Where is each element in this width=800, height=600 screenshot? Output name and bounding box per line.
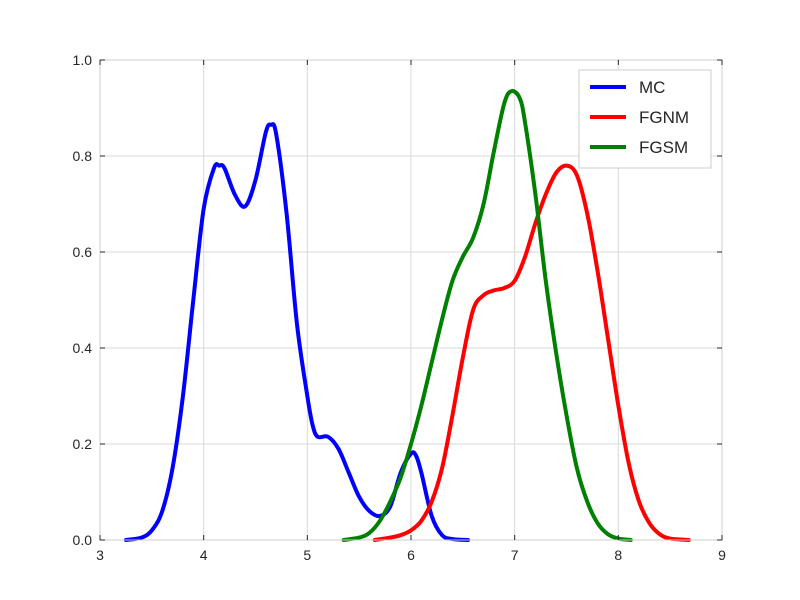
x-tick-label: 7 — [511, 547, 519, 563]
series-line-fgnm — [372, 163, 691, 542]
y-tick-label: 0.8 — [73, 148, 93, 164]
y-tick-label: 0.4 — [73, 340, 93, 356]
x-tick-label: 8 — [614, 547, 622, 563]
x-tick-label: 6 — [407, 547, 415, 563]
legend-label-fgnm: FGNM — [639, 108, 689, 127]
x-tick-label: 4 — [200, 547, 208, 563]
x-tick-label: 5 — [303, 547, 311, 563]
legend-label-mc: MC — [639, 78, 665, 97]
legend: MC FGNM FGSM — [578, 69, 712, 169]
y-tick-label: 0.2 — [73, 436, 93, 452]
y-tick-label: 1.0 — [73, 52, 93, 68]
series-line-fgsm — [341, 89, 633, 542]
x-tick-label: 3 — [96, 547, 104, 563]
legend-label-fgsm: FGSM — [639, 138, 688, 157]
x-tick-label: 9 — [718, 547, 726, 563]
y-tick-label: 0.6 — [73, 244, 93, 260]
series-line-mc — [123, 122, 471, 542]
axis-ticks: 3 4 5 6 7 8 9 0.0 0.2 0.4 0.6 0.8 1.0 — [73, 52, 727, 563]
series-lines — [123, 89, 691, 542]
y-tick-label: 0.0 — [73, 532, 93, 548]
